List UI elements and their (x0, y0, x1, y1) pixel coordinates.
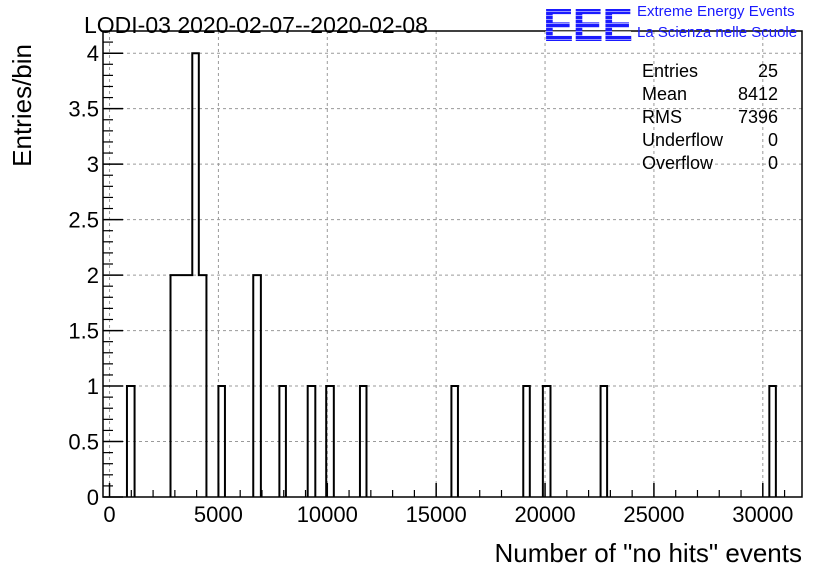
y-tick-label: 2.5 (68, 208, 99, 233)
x-tick-label: 25000 (623, 502, 684, 527)
stats-label: RMS (642, 107, 682, 127)
plot-frame (102, 30, 803, 498)
x-tick-labels: 0 5000 10000 15000 20000 25000 30000 (103, 502, 793, 527)
y-tick-label: 4 (87, 41, 99, 66)
stats-label: Overflow (642, 153, 714, 173)
stats-value: 7396 (738, 107, 778, 127)
axis-ticks (103, 41, 786, 498)
stats-value: 0 (768, 130, 778, 150)
x-tick-label: 15000 (406, 502, 467, 527)
chart-title: LODI-03 2020-02-07--2020-02-08 (84, 12, 428, 38)
y-tick-label: 3 (87, 152, 99, 177)
x-tick-label: 0 (103, 502, 115, 527)
x-tick-label: 10000 (297, 502, 358, 527)
y-tick-labels: 0 0.5 1 1.5 2 2.5 3 3.5 4 (68, 41, 99, 510)
histogram-outline (125, 52, 777, 497)
eee-logo-line1: Extreme Energy Events (637, 3, 795, 20)
x-tick-label: 20000 (514, 502, 575, 527)
stats-value: 25 (758, 61, 778, 81)
x-tick-label: 30000 (732, 502, 793, 527)
x-tick-label: 5000 (194, 502, 243, 527)
eee-logo-mark: EEE (543, 0, 633, 51)
eee-logo-line2: La Scienza nelle Scuole (637, 24, 798, 41)
stats-label: Entries (642, 61, 698, 81)
y-tick-label: 2 (87, 263, 99, 288)
y-axis-label: Entries/bin (7, 44, 37, 167)
stats-label: Mean (642, 84, 687, 104)
y-tick-label: 0 (87, 485, 99, 510)
y-tick-label: 1 (87, 374, 99, 399)
stats-value: 8412 (738, 84, 778, 104)
y-tick-label: 3.5 (68, 97, 99, 122)
y-tick-label: 0.5 (68, 430, 99, 455)
stats-box: Entries 25 Mean 8412 RMS 7396 Underflow 0 Overfl… (642, 61, 778, 173)
y-tick-label: 1.5 (68, 319, 99, 344)
stats-value: 0 (768, 153, 778, 173)
stats-label: Underflow (642, 130, 724, 150)
grid-lines (103, 31, 802, 498)
x-axis-label: Number of "no hits" events (495, 538, 803, 568)
